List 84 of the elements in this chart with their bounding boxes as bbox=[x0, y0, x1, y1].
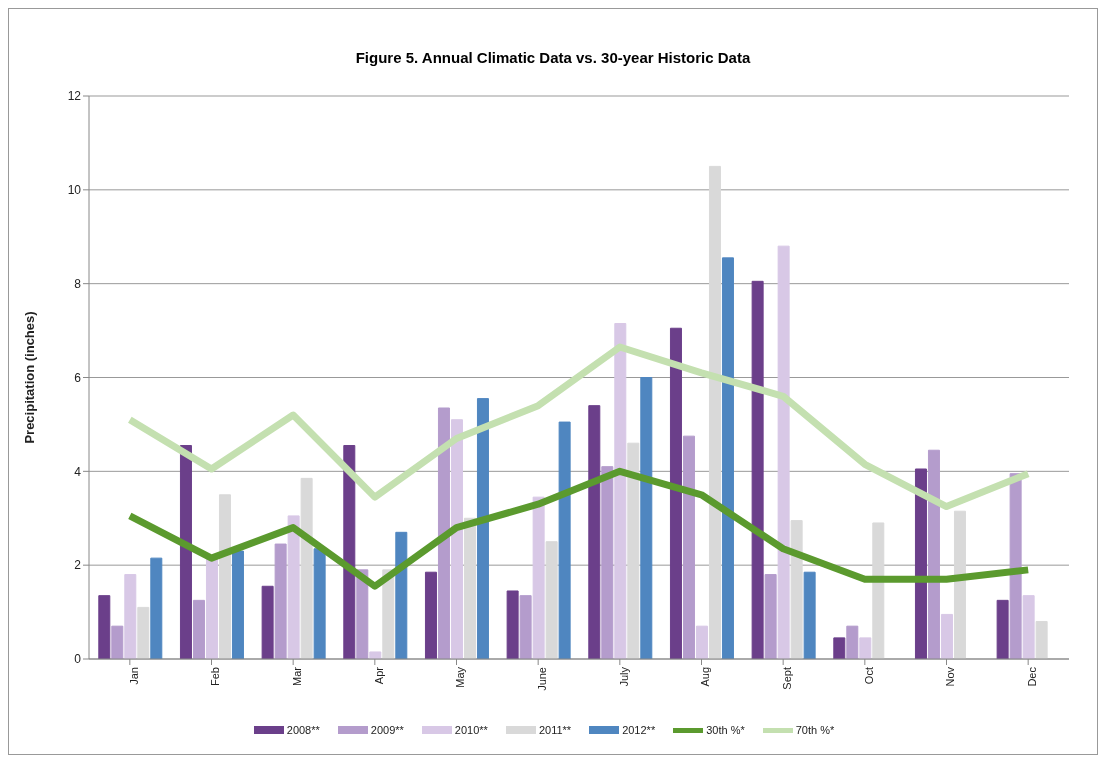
x-tick-label: June bbox=[535, 667, 548, 691]
bar bbox=[124, 574, 137, 659]
bar bbox=[179, 445, 192, 659]
legend-label: 2010** bbox=[454, 724, 488, 736]
x-tick-label: Jan bbox=[127, 667, 140, 685]
x-tick-label: Feb bbox=[209, 667, 222, 686]
bar bbox=[111, 625, 124, 659]
x-tick-label: Oct bbox=[862, 667, 875, 685]
x-tick-label: Sept bbox=[780, 667, 793, 690]
bar bbox=[506, 590, 519, 659]
bar bbox=[287, 515, 300, 659]
bar bbox=[1022, 595, 1035, 659]
bar bbox=[395, 531, 408, 659]
bar bbox=[927, 449, 940, 659]
y-tick-label: 6 bbox=[74, 370, 82, 385]
bar bbox=[859, 637, 872, 659]
x-tick-label: Apr bbox=[372, 666, 385, 685]
bar bbox=[150, 557, 163, 659]
x-tick-label: May bbox=[454, 666, 467, 688]
y-tick-label: 0 bbox=[74, 652, 82, 667]
legend-label: 2012** bbox=[622, 724, 656, 736]
bar bbox=[300, 477, 313, 659]
legend-label: 70th %* bbox=[795, 724, 835, 736]
bar bbox=[369, 651, 382, 659]
x-tick-label: July bbox=[617, 666, 630, 687]
bar bbox=[764, 574, 777, 659]
bar bbox=[450, 419, 463, 659]
x-tick-label: Mar bbox=[290, 666, 303, 686]
legend-label: 2009** bbox=[370, 724, 404, 736]
bar bbox=[231, 550, 244, 659]
bar bbox=[940, 613, 953, 659]
bar bbox=[833, 637, 846, 659]
bar bbox=[588, 405, 601, 659]
bar bbox=[476, 398, 489, 659]
x-tick-label: Aug bbox=[699, 667, 712, 687]
bar bbox=[532, 496, 545, 659]
bar bbox=[627, 442, 640, 659]
bar bbox=[192, 599, 205, 659]
bar bbox=[601, 466, 614, 659]
legend-label: 2011** bbox=[538, 724, 572, 736]
bar bbox=[872, 522, 885, 659]
bar bbox=[790, 520, 803, 659]
legend-label: 30th %* bbox=[706, 724, 745, 736]
bar bbox=[313, 548, 326, 659]
bar bbox=[1035, 620, 1048, 659]
bar bbox=[261, 585, 274, 659]
bar bbox=[669, 327, 682, 659]
bar bbox=[682, 435, 695, 659]
bar bbox=[640, 377, 653, 659]
bar bbox=[914, 468, 927, 659]
bar bbox=[519, 595, 532, 659]
y-tick-label: 4 bbox=[74, 464, 82, 479]
bar bbox=[424, 571, 437, 659]
bar bbox=[1009, 473, 1022, 659]
bar bbox=[721, 257, 734, 659]
y-axis-title: Precipitation (inches) bbox=[21, 311, 37, 444]
bar bbox=[382, 569, 395, 659]
bar bbox=[751, 280, 764, 659]
x-tick-label: Dec bbox=[1025, 666, 1038, 687]
bar bbox=[708, 165, 721, 659]
y-tick-label: 10 bbox=[67, 183, 82, 198]
y-tick-label: 8 bbox=[74, 276, 82, 291]
bar bbox=[695, 625, 708, 659]
legend-label: 2008** bbox=[286, 724, 320, 736]
bar bbox=[996, 599, 1009, 659]
chart-title: Figure 5. Annual Climatic Data vs. 30-year Historic Data bbox=[354, 49, 752, 66]
bar bbox=[218, 494, 231, 659]
bar bbox=[953, 510, 966, 659]
bar bbox=[558, 421, 571, 659]
bar bbox=[137, 606, 150, 659]
bar bbox=[274, 543, 287, 659]
bar bbox=[545, 541, 558, 659]
y-tick-label: 2 bbox=[74, 558, 82, 573]
y-tick-label: 12 bbox=[67, 89, 82, 104]
bar bbox=[98, 595, 111, 659]
bar bbox=[437, 407, 450, 659]
bar bbox=[343, 445, 356, 659]
bar bbox=[463, 517, 476, 659]
bar bbox=[803, 571, 816, 659]
bar bbox=[614, 323, 627, 659]
bar bbox=[356, 569, 369, 659]
bar bbox=[777, 245, 790, 659]
x-tick-label: Nov bbox=[944, 666, 957, 687]
bar bbox=[846, 625, 859, 659]
